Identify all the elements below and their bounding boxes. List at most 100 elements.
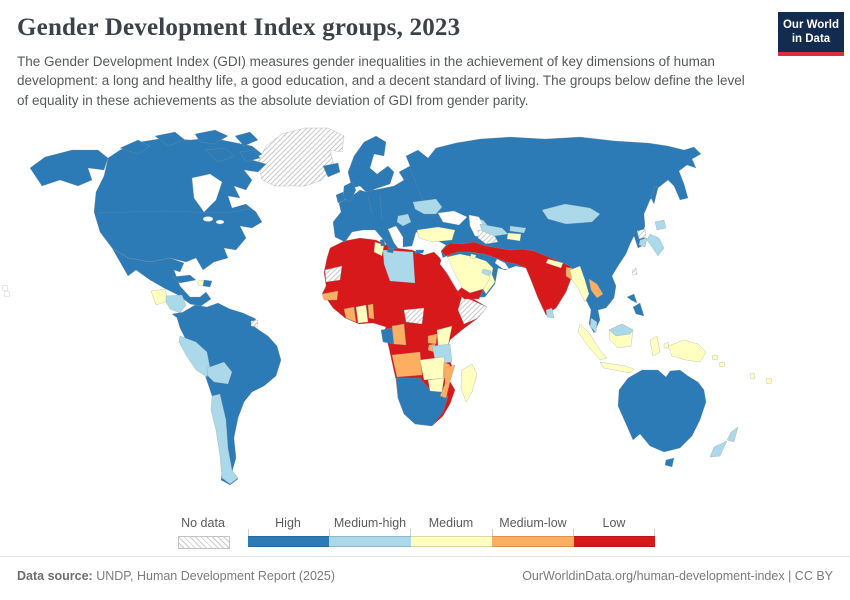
owid-logo[interactable]: Our World in Data xyxy=(778,12,844,56)
region-philippines[interactable] xyxy=(626,293,638,304)
region-philippines[interactable] xyxy=(632,302,645,317)
region-arctic-island[interactable] xyxy=(119,139,151,155)
region-somalia[interactable] xyxy=(457,295,488,325)
region-mongolia[interactable] xyxy=(541,203,601,225)
region-myanmar[interactable] xyxy=(569,265,590,303)
legend-swatch-medium[interactable] xyxy=(410,536,493,547)
region-dominican-republic[interactable] xyxy=(202,279,213,288)
region-congo[interactable] xyxy=(391,323,407,346)
region-bolivia[interactable] xyxy=(206,361,233,385)
region-sakhalin[interactable] xyxy=(650,185,659,205)
region-senegal[interactable] xyxy=(321,290,339,301)
legend-color-bar[interactable] xyxy=(248,536,656,547)
region-australia[interactable] xyxy=(617,369,707,453)
region-ireland[interactable] xyxy=(335,191,346,204)
region-laos[interactable] xyxy=(588,278,604,299)
region-tasmania[interactable] xyxy=(664,457,675,468)
region-solomon-islands[interactable] xyxy=(718,361,726,368)
region-crete[interactable] xyxy=(414,249,425,254)
owid-link[interactable]: OurWorldinData.org/human-development-ind… xyxy=(522,569,785,583)
region-scandinavia[interactable] xyxy=(347,135,395,193)
region-south-sudan[interactable] xyxy=(403,307,425,325)
region-alaska[interactable] xyxy=(29,149,109,187)
region-south-korea[interactable] xyxy=(638,237,648,248)
region-guatemala[interactable] xyxy=(150,288,169,306)
region-honduras-nicaragua[interactable] xyxy=(165,294,187,314)
region-madagascar[interactable] xyxy=(460,363,478,403)
legend-swatch-low[interactable] xyxy=(573,536,656,547)
region-new-zealand-south[interactable] xyxy=(709,440,728,458)
region-malaysia-borneo[interactable] xyxy=(608,323,634,337)
license-text: | CC BY xyxy=(784,569,833,583)
region-uganda[interactable] xyxy=(427,333,438,345)
europe-borders xyxy=(367,167,425,221)
region-uzbekistan[interactable] xyxy=(479,223,509,237)
data-source-label: Data source: xyxy=(17,569,93,583)
legend-tick xyxy=(492,529,493,536)
region-togo[interactable] xyxy=(367,303,375,320)
region-peru[interactable] xyxy=(178,335,211,378)
region-zimbabwe[interactable] xyxy=(427,377,445,393)
region-mexico[interactable] xyxy=(111,247,212,307)
region-malaysia[interactable] xyxy=(589,317,598,334)
region-japan-hokkaido[interactable] xyxy=(654,219,667,231)
region-middle-east-south-asia[interactable] xyxy=(440,241,573,316)
region-yemen[interactable] xyxy=(456,285,484,300)
region-chile[interactable] xyxy=(210,393,239,485)
data-source-note: Data source: UNDP, Human Development Rep… xyxy=(17,569,335,583)
region-angola[interactable] xyxy=(391,351,423,378)
region-sulawesi[interactable] xyxy=(649,335,661,357)
region-vanuatu[interactable] xyxy=(749,372,756,380)
region-western-sahara[interactable] xyxy=(324,265,343,283)
region-southern-africa[interactable] xyxy=(395,377,449,427)
footer-divider xyxy=(0,556,850,557)
legend-label-no-data: No data xyxy=(181,516,225,530)
region-arctic-island[interactable] xyxy=(194,129,229,145)
region-new-zealand-north[interactable] xyxy=(726,426,739,443)
region-oman[interactable] xyxy=(482,271,496,295)
legend-label-high: High xyxy=(275,516,301,530)
region-sri-lanka[interactable] xyxy=(545,307,555,319)
region-sicily[interactable] xyxy=(386,247,395,254)
region-japan-honshu[interactable] xyxy=(646,233,665,257)
legend-swatch-medium-high[interactable] xyxy=(329,536,411,547)
legend-swatch-no-data[interactable] xyxy=(178,536,230,549)
region-arctic-island[interactable] xyxy=(239,149,261,163)
region-kuwait[interactable] xyxy=(469,253,477,260)
region-french-guiana[interactable] xyxy=(250,319,259,328)
region-ukraine[interactable] xyxy=(412,198,443,215)
region-sumatra[interactable] xyxy=(577,323,608,361)
region-north-korea[interactable] xyxy=(636,228,647,240)
region-mozambique[interactable] xyxy=(439,364,456,399)
region-gabon[interactable] xyxy=(380,327,395,345)
region-ghana[interactable] xyxy=(355,304,369,324)
region-sardinia[interactable] xyxy=(379,238,386,247)
persian-gulf-water xyxy=(494,258,510,270)
legend-swatch-high[interactable] xyxy=(248,536,330,547)
region-new-guinea[interactable] xyxy=(667,339,707,363)
region-cote-divoire[interactable] xyxy=(343,306,357,323)
region-solomon-islands[interactable] xyxy=(711,354,719,361)
legend-swatch-medium-low[interactable] xyxy=(492,536,574,547)
black-sea-water xyxy=(437,210,468,226)
legend-tick xyxy=(248,529,249,536)
region-arctic-island[interactable] xyxy=(204,147,236,163)
antimeridian-islet-1 xyxy=(1,284,9,292)
region-uae[interactable] xyxy=(481,268,492,277)
region-greenland[interactable] xyxy=(257,127,345,187)
region-balkans[interactable] xyxy=(396,213,412,227)
region-arctic-island[interactable] xyxy=(234,131,259,147)
region-taiwan[interactable] xyxy=(631,267,638,276)
region-tajikistan[interactable] xyxy=(506,232,522,242)
region-iceland[interactable] xyxy=(322,162,341,178)
region-cuba[interactable] xyxy=(171,274,197,284)
region-libya[interactable] xyxy=(382,249,416,284)
region-canada-usa[interactable] xyxy=(93,137,267,271)
region-java[interactable] xyxy=(599,361,635,374)
region-fiji[interactable] xyxy=(765,377,773,385)
region-arctic-island[interactable] xyxy=(154,131,186,147)
region-turkey[interactable] xyxy=(416,226,456,243)
region-nepal[interactable] xyxy=(545,258,564,269)
region-kyrgyzstan[interactable] xyxy=(509,225,527,234)
